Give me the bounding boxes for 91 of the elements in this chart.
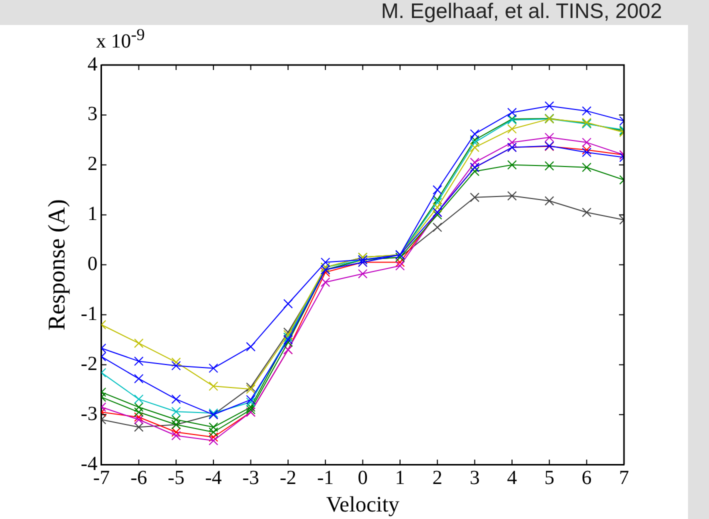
point: [246, 397, 256, 407]
point: [171, 430, 181, 440]
point: [544, 196, 554, 206]
point: [507, 124, 517, 134]
y-tick-label: -3: [80, 402, 98, 425]
x-tick-label: 3: [470, 466, 480, 489]
y-tick-label: -1: [80, 303, 98, 325]
point: [432, 222, 442, 232]
point: [283, 337, 293, 347]
point: [432, 210, 442, 220]
point: [395, 261, 405, 271]
x-tick-label: -4: [205, 466, 222, 489]
point: [246, 394, 256, 404]
point: [432, 185, 442, 195]
x-tick-label: 1: [395, 466, 406, 489]
point: [470, 158, 480, 168]
point: [208, 363, 218, 373]
point: [134, 374, 144, 384]
point: [470, 129, 480, 139]
point: [246, 342, 256, 352]
x-tick-label: 7: [619, 466, 629, 489]
point: [208, 436, 218, 446]
point: [470, 138, 480, 148]
y-tick-label: -4: [80, 452, 98, 475]
x-tick-label: 6: [582, 466, 592, 489]
point: [320, 278, 330, 288]
point: [582, 106, 592, 116]
point: [171, 406, 181, 416]
point: [470, 166, 480, 176]
point: [582, 138, 592, 148]
x-tick-label: -2: [280, 466, 296, 489]
point: [395, 258, 405, 268]
point: [582, 145, 592, 155]
point: [470, 135, 480, 145]
point: [432, 202, 442, 212]
y-axis-title: Response (A): [44, 199, 71, 330]
x-tick-label: 2: [432, 466, 442, 489]
point: [134, 394, 144, 404]
point: [432, 198, 442, 208]
point: [134, 338, 144, 348]
point: [507, 138, 517, 148]
point: [171, 427, 181, 437]
point: [171, 414, 181, 424]
y-tick-label: 3: [87, 103, 98, 126]
point: [544, 101, 554, 111]
point: [134, 414, 144, 424]
point: [208, 381, 218, 391]
point: [246, 402, 256, 412]
point: [507, 191, 517, 201]
x-tick-label: -6: [130, 466, 148, 489]
x-axis-title: Velocity: [326, 492, 400, 517]
point: [470, 192, 480, 202]
point: [208, 427, 218, 437]
y-tick-label: -2: [80, 352, 98, 375]
x-tick-label: -5: [168, 466, 184, 489]
point: [544, 161, 554, 171]
text: x 10$^{-9}$: [96, 25, 145, 54]
x-tick-label: 0: [358, 466, 368, 489]
x-tick-label: -1: [317, 466, 334, 489]
point: [246, 404, 256, 414]
point: [582, 162, 592, 172]
point: [134, 422, 144, 432]
point: [507, 160, 517, 170]
point: [544, 132, 554, 142]
point: [358, 269, 368, 279]
x-tick-label: -3: [242, 466, 260, 489]
point: [582, 148, 592, 158]
point: [208, 432, 218, 442]
point: [283, 299, 293, 309]
point: [134, 356, 144, 366]
x-tick-label: 5: [544, 466, 554, 489]
y-tick-label: 4: [87, 53, 98, 76]
point: [208, 422, 218, 432]
x-tick-label: 4: [507, 466, 518, 489]
point: [507, 108, 517, 118]
y-tick-label: 0: [87, 253, 98, 276]
point: [171, 357, 181, 367]
point: [470, 142, 480, 152]
point: [320, 268, 330, 278]
point: [432, 195, 442, 205]
point: [134, 412, 144, 422]
y-tick-label: 2: [87, 153, 98, 176]
point: [283, 330, 293, 340]
point: [171, 394, 181, 404]
point: [171, 360, 181, 370]
text: M. Egelhaaf, et al. TINS, 2002: [381, 0, 662, 24]
y-tick-label: 1: [87, 203, 98, 226]
point: [134, 402, 144, 412]
point: [582, 208, 592, 218]
point: [134, 407, 144, 417]
point: [283, 334, 293, 344]
